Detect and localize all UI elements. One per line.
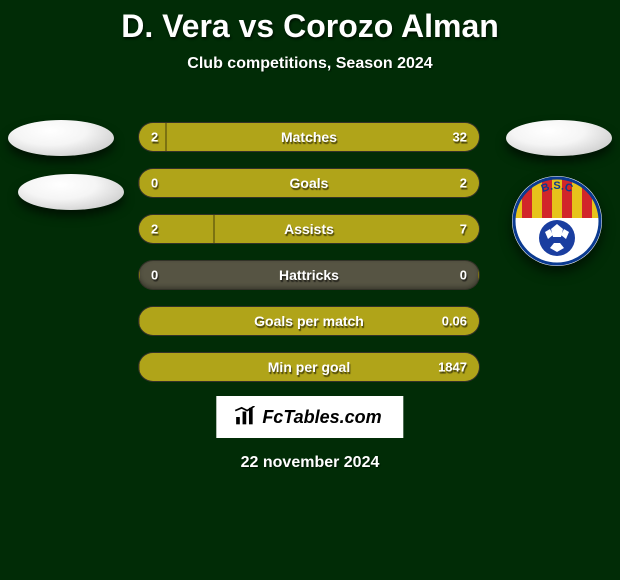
player1-avatar-icon — [8, 120, 114, 156]
player2-avatar-icon — [506, 120, 612, 156]
stat-row: Goals per match 0.06 — [138, 306, 480, 336]
stat-row: 2 Matches 32 — [138, 122, 480, 152]
stat-value-left: 2 — [151, 130, 158, 145]
attribution-text: FcTables.com — [262, 407, 381, 428]
stat-value-right: 7 — [460, 222, 467, 237]
stat-label: Goals per match — [254, 313, 364, 329]
stat-value-right: 1847 — [438, 360, 467, 375]
stat-value-left: 0 — [151, 176, 158, 191]
stat-value-right: 2 — [460, 176, 467, 191]
page-title: D. Vera vs Corozo Alman — [0, 0, 620, 45]
date-text: 22 november 2024 — [0, 454, 620, 472]
player1-club-icon — [18, 174, 124, 210]
bar-chart-icon — [234, 406, 256, 428]
stat-value-left: 0 — [151, 268, 158, 283]
stat-value-right: 0.06 — [442, 314, 467, 329]
stat-label: Min per goal — [268, 359, 350, 375]
stat-value-left: 2 — [151, 222, 158, 237]
stat-fill-left — [139, 261, 140, 289]
stat-value-right: 32 — [453, 130, 467, 145]
stat-row: 0 Goals 2 — [138, 168, 480, 198]
stat-label: Hattricks — [279, 267, 339, 283]
stat-row: Min per goal 1847 — [138, 352, 480, 382]
stat-fill-right — [478, 261, 479, 289]
player2-club-badge-icon: B.S.C — [512, 176, 602, 266]
stat-label: Goals — [290, 175, 329, 191]
stat-row: 0 Hattricks 0 — [138, 260, 480, 290]
comparison-rows: 2 Matches 32 0 Goals 2 2 Assists 7 0 Hattricks 0 Goa… — [138, 122, 480, 398]
stat-label: Matches — [281, 129, 337, 145]
stat-row: 2 Assists 7 — [138, 214, 480, 244]
attribution-badge: FcTables.com — [216, 396, 403, 438]
stat-value-right: 0 — [460, 268, 467, 283]
club-crest-icon: B.S.C — [512, 176, 602, 266]
stat-label: Assists — [284, 221, 334, 237]
stat-fill-right — [214, 215, 479, 243]
page-subtitle: Club competitions, Season 2024 — [0, 55, 620, 73]
